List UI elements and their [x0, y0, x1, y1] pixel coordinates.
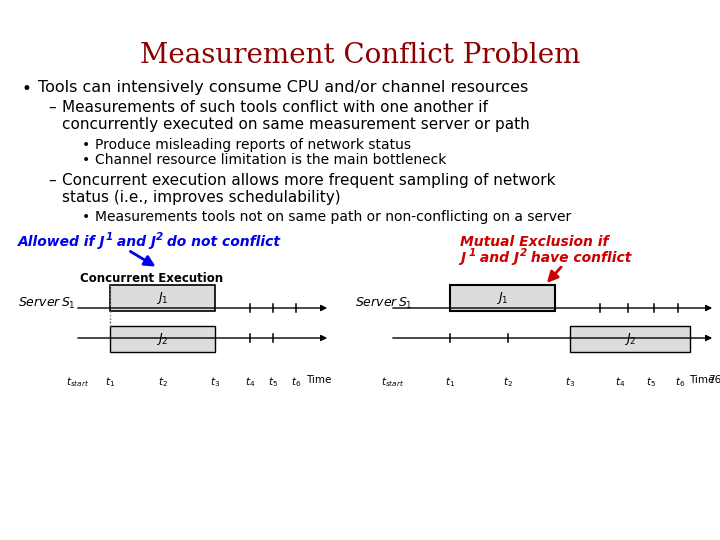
Text: –: – — [48, 173, 55, 188]
Text: $t_1$: $t_1$ — [105, 375, 115, 389]
Text: •: • — [22, 80, 32, 98]
Text: $J_2$: $J_2$ — [156, 331, 168, 347]
Text: Allowed if J: Allowed if J — [18, 235, 106, 249]
Text: •: • — [82, 153, 90, 167]
Text: Mutual Exclusion if: Mutual Exclusion if — [460, 235, 608, 249]
Text: do not conflict: do not conflict — [162, 235, 280, 249]
Text: •: • — [82, 210, 90, 224]
Text: 2: 2 — [520, 248, 527, 258]
Text: $t_4$: $t_4$ — [615, 375, 625, 389]
Text: $J_2$: $J_2$ — [624, 331, 636, 347]
Text: and J: and J — [112, 235, 156, 249]
Bar — [570, 326, 690, 352]
Text: $t_6$: $t_6$ — [291, 375, 301, 389]
Text: •: • — [82, 138, 90, 152]
Text: Time: Time — [689, 375, 715, 385]
Text: $t_{start}$: $t_{start}$ — [382, 375, 405, 389]
Text: $t_5$: $t_5$ — [268, 375, 278, 389]
Text: status (i.e., improves schedulability): status (i.e., improves schedulability) — [62, 190, 341, 205]
Text: and J: and J — [475, 251, 519, 265]
Bar — [110, 285, 215, 311]
Text: Concurrent Execution: Concurrent Execution — [81, 272, 224, 285]
Text: $J_1$: $J_1$ — [156, 290, 168, 306]
Text: $t_4$: $t_4$ — [245, 375, 255, 389]
Bar — [110, 326, 215, 352]
Text: $t_1$: $t_1$ — [445, 375, 455, 389]
Text: $t_3$: $t_3$ — [565, 375, 575, 389]
Text: 2: 2 — [156, 232, 163, 242]
Text: –: – — [48, 100, 55, 115]
Text: Channel resource limitation is the main bottleneck: Channel resource limitation is the main … — [95, 153, 446, 167]
Text: 1: 1 — [469, 248, 476, 258]
Text: Measurements of such tools conflict with one another if: Measurements of such tools conflict with… — [62, 100, 488, 115]
Text: concurrently executed on same measurement server or path: concurrently executed on same measuremen… — [62, 117, 530, 132]
Text: Tools can intensively consume CPU and/or channel resources: Tools can intensively consume CPU and/or… — [38, 80, 528, 95]
Text: $\mathit{Server\,S_1}$: $\mathit{Server\,S_1}$ — [18, 295, 76, 310]
Text: Produce misleading reports of network status: Produce misleading reports of network st… — [95, 138, 411, 152]
Text: 1: 1 — [106, 232, 113, 242]
Text: $t_2$: $t_2$ — [503, 375, 513, 389]
Text: J: J — [460, 251, 465, 265]
Text: Measurement Conflict Problem: Measurement Conflict Problem — [140, 42, 580, 69]
Text: $J_1$: $J_1$ — [496, 290, 509, 306]
Text: $t_{start}$: $t_{start}$ — [66, 375, 89, 389]
Text: $t_5$: $t_5$ — [646, 375, 656, 389]
Text: $t_3$: $t_3$ — [210, 375, 220, 389]
Text: Time: Time — [306, 375, 332, 385]
Text: $t_6$: $t_6$ — [675, 375, 685, 389]
Text: $t_2$: $t_2$ — [158, 375, 168, 389]
Text: Measurements tools not on same path or non-conflicting on a server: Measurements tools not on same path or n… — [95, 210, 571, 224]
Text: have conflict: have conflict — [526, 251, 631, 265]
Text: Concurrent execution allows more frequent sampling of network: Concurrent execution allows more frequen… — [62, 173, 556, 188]
Text: $\mathit{Server\,S_1}$: $\mathit{Server\,S_1}$ — [355, 295, 413, 310]
Bar — [450, 285, 555, 311]
Text: 76: 76 — [708, 375, 720, 385]
